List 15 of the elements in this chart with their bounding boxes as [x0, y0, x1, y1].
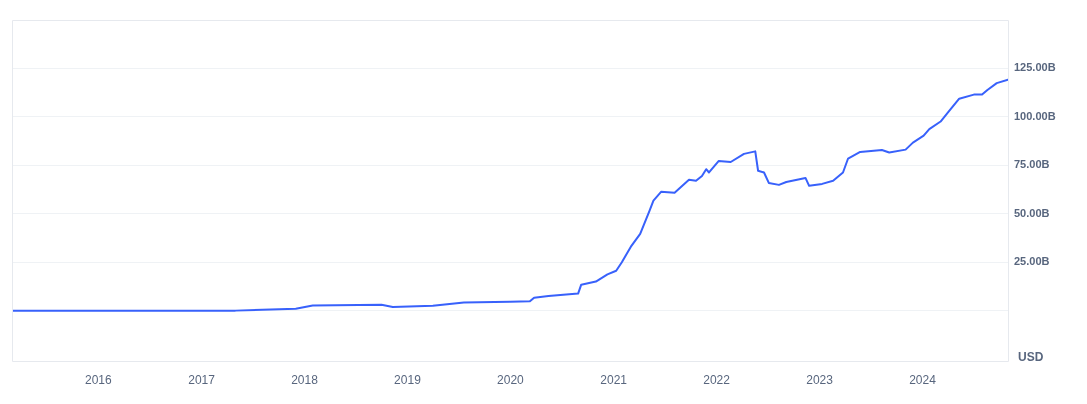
y-axis-title: USD: [1018, 350, 1044, 365]
x-tick-label: 2020: [497, 372, 525, 387]
y-tick-label: 125.00B: [1014, 61, 1056, 74]
x-tick-label: 2022: [703, 372, 731, 387]
x-tick-label: 2016: [84, 372, 112, 387]
x-tick-label: 2023: [806, 372, 834, 387]
y-tick-label: 50.00B: [1014, 206, 1050, 219]
x-tick-label: 2018: [291, 372, 319, 387]
x-tick-label: 2024: [909, 372, 937, 387]
x-tick-label: 2017: [188, 372, 216, 387]
y-tick-label: 25.00B: [1014, 255, 1050, 268]
y-tick-label: 100.00B: [1014, 109, 1056, 122]
x-tick-label: 2019: [394, 372, 422, 387]
x-tick-label: 2021: [600, 372, 628, 387]
y-tick-label: 75.00B: [1014, 158, 1050, 171]
